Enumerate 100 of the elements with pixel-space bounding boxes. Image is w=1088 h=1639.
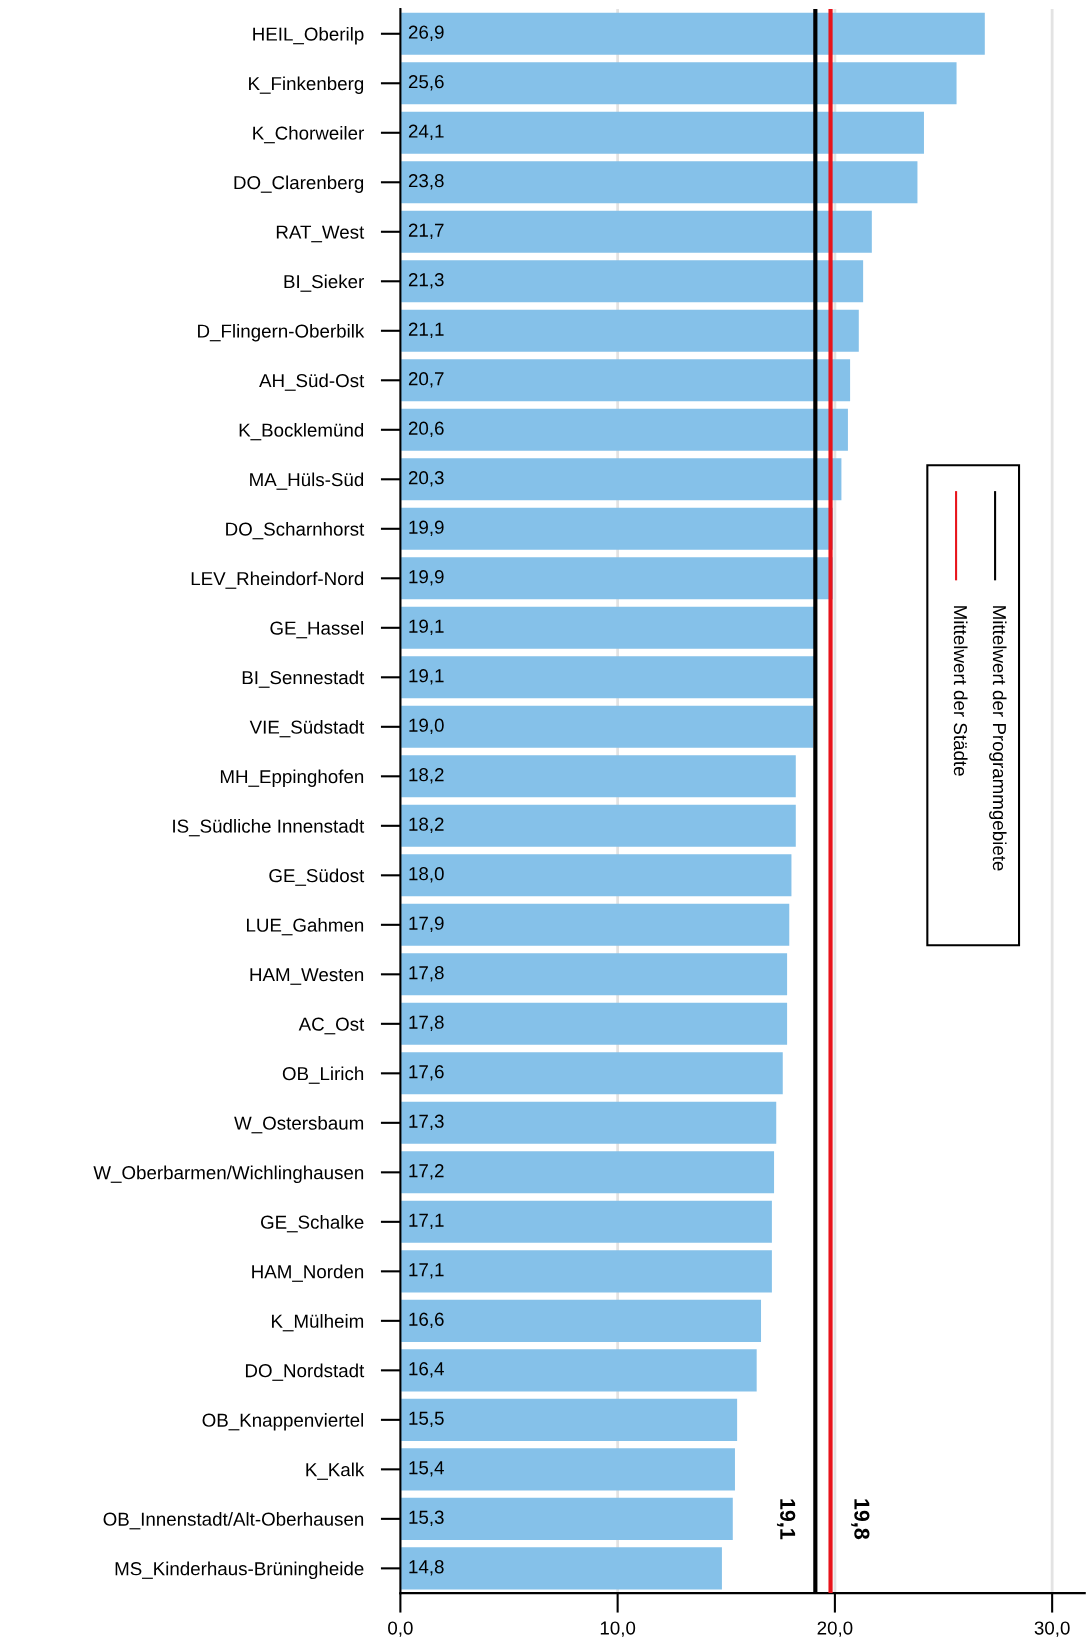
y-tick-label: MA_Hüls-Süd xyxy=(250,472,364,490)
y-tick-label: MS_Kinderhaus-Brüningheide xyxy=(115,1561,364,1580)
x-tick-label: 30,0 xyxy=(1034,1621,1070,1637)
y-tick-label: DO_Scharnhorst xyxy=(226,522,365,540)
x-tick-label: 20,0 xyxy=(817,1621,853,1637)
bar xyxy=(400,161,918,204)
data-label: 15,3 xyxy=(409,1510,444,1527)
bar xyxy=(400,1101,777,1144)
bar xyxy=(400,1349,757,1392)
data-label: 19,9 xyxy=(409,570,444,586)
annotation: Mittelwert der Programmgebiete xyxy=(989,606,1007,871)
data-label: 21,3 xyxy=(408,273,444,289)
ref-line-label: 19,8 xyxy=(851,1499,870,1540)
bar xyxy=(400,953,788,996)
bar xyxy=(400,359,851,402)
data-label: 19,0 xyxy=(409,718,444,735)
data-label: 17,9 xyxy=(409,916,444,933)
data-label: 20,6 xyxy=(408,421,444,438)
bar xyxy=(400,111,924,154)
data-label: 26,9 xyxy=(408,25,444,42)
y-tick-label: DO_Nordstadt xyxy=(245,1363,365,1381)
data-label: 25,6 xyxy=(408,75,444,91)
y-tick-label: GE_Hassel xyxy=(270,621,364,639)
bar xyxy=(400,210,872,253)
data-label: 16,6 xyxy=(409,1312,444,1329)
bar xyxy=(400,903,790,946)
bar xyxy=(400,1052,783,1095)
data-label: 17,8 xyxy=(409,966,444,982)
data-label: 17,8 xyxy=(409,1015,444,1032)
y-tick-label: AH_Süd-Ost xyxy=(259,373,365,391)
y-tick-label: K_Kalk xyxy=(306,1462,365,1480)
bar xyxy=(400,309,859,352)
data-label: 23,8 xyxy=(408,174,444,190)
y-tick-label: GE_Südost xyxy=(269,868,365,886)
bar xyxy=(400,854,792,897)
y-tick-label: IS_Südliche Innenstadt xyxy=(173,819,365,837)
data-label: 17,1 xyxy=(409,1213,444,1230)
data-label: 19,1 xyxy=(409,619,444,636)
y-tick-label: AC_Ost xyxy=(298,1017,365,1035)
y-tick-label: W_Oberbarmen/Wichlinghausen xyxy=(93,1165,364,1184)
y-tick-label: W_Ostersbaum xyxy=(234,1116,364,1134)
data-label: 14,8 xyxy=(409,1560,444,1576)
bar xyxy=(400,1547,722,1590)
x-tick-label: 10,0 xyxy=(600,1621,636,1637)
y-tick-label: GE_Schalke xyxy=(261,1215,364,1233)
y-tick-label: HAM_Norden xyxy=(252,1264,364,1282)
data-label: 18,2 xyxy=(409,817,444,834)
bar xyxy=(400,1448,735,1491)
y-tick-label: LEV_Rheindorf-Nord xyxy=(191,571,364,589)
data-label: 15,5 xyxy=(409,1411,444,1428)
data-label: 16,4 xyxy=(409,1362,444,1378)
y-tick-label: K_Mülheim xyxy=(272,1314,364,1332)
bar xyxy=(400,656,816,699)
data-label: 19,1 xyxy=(409,669,444,685)
bar xyxy=(400,705,814,748)
y-tick-label: LUE_Gahmen xyxy=(247,918,364,936)
bar xyxy=(400,260,864,303)
bar xyxy=(400,458,842,501)
bar xyxy=(400,1151,775,1194)
y-tick-label: BI_Sieker xyxy=(284,274,364,292)
data-label: 15,4 xyxy=(409,1461,444,1477)
bar xyxy=(400,1200,772,1243)
data-label: 18,2 xyxy=(409,768,444,784)
bar xyxy=(400,1497,733,1540)
ref-line-label: 19,1 xyxy=(776,1499,796,1540)
data-label: 18,0 xyxy=(409,867,444,883)
annotation: Mittelwert der Städte xyxy=(953,606,968,776)
y-tick-label: K_Bocklemünd xyxy=(239,423,364,441)
y-tick-label: HEIL_Oberilp xyxy=(253,26,364,45)
bar xyxy=(400,606,816,649)
y-tick-label: D_Flingern-Oberbilk xyxy=(198,323,365,342)
bar xyxy=(400,1250,772,1293)
y-tick-label: K_Chorweiler xyxy=(253,125,364,144)
data-label: 21,7 xyxy=(408,223,444,240)
y-tick-label: K_Finkenberg xyxy=(249,76,364,94)
y-tick-label: HAM_Westen xyxy=(250,968,364,985)
bar xyxy=(400,62,957,105)
y-tick-label: OB_Knappenviertel xyxy=(202,1413,364,1431)
bar xyxy=(400,1002,788,1045)
bar xyxy=(400,1299,762,1342)
data-label: 21,1 xyxy=(408,322,444,339)
y-tick-label: DO_Clarenberg xyxy=(234,175,364,193)
bar xyxy=(400,804,796,847)
bar xyxy=(400,12,985,55)
bar xyxy=(400,408,848,451)
data-label: 19,9 xyxy=(409,520,444,537)
y-tick-label: MH_Eppinghofen xyxy=(220,769,364,787)
y-tick-label: RAT_West xyxy=(276,225,365,243)
y-tick-label: BI_Sennestadt xyxy=(242,670,365,688)
data-label: 20,7 xyxy=(408,372,444,388)
data-label: 17,1 xyxy=(409,1263,444,1279)
y-tick-label: OB_Innenstadt/Alt-Oberhausen xyxy=(103,1512,364,1530)
y-tick-label: VIE_Südstadt xyxy=(249,720,365,738)
data-label: 24,1 xyxy=(408,124,444,141)
bar xyxy=(400,1398,738,1441)
data-label: 20,3 xyxy=(408,471,444,487)
y-tick-label: OB_Lirich xyxy=(282,1066,364,1084)
x-tick-label: 0,0 xyxy=(388,1621,413,1637)
bar xyxy=(400,755,796,798)
data-label: 17,3 xyxy=(409,1114,444,1131)
